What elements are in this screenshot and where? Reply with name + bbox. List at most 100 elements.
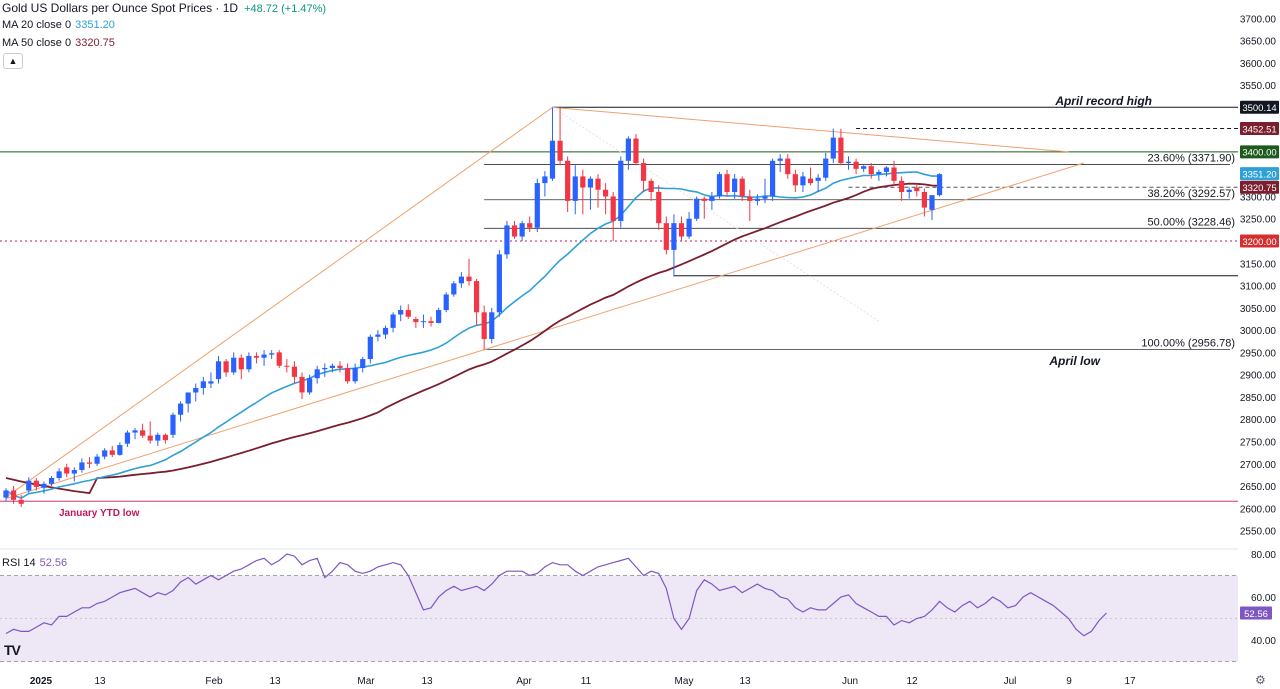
candle[interactable] — [132, 428, 138, 440]
candle[interactable] — [170, 412, 176, 438]
candle[interactable] — [868, 163, 874, 179]
candle[interactable] — [519, 220, 525, 241]
candle[interactable] — [845, 156, 852, 170]
rsi-current-label[interactable]: 52.56 — [1240, 606, 1272, 620]
candle[interactable] — [580, 169, 586, 215]
candle[interactable] — [883, 166, 890, 177]
candle[interactable] — [853, 158, 859, 175]
candle[interactable] — [405, 304, 411, 319]
candle[interactable] — [815, 174, 821, 192]
candle[interactable] — [891, 160, 897, 186]
candle[interactable] — [200, 376, 206, 395]
candle[interactable] — [587, 176, 594, 210]
candle[interactable] — [595, 174, 601, 208]
rsi-line[interactable] — [5, 553, 1107, 637]
candle[interactable] — [344, 363, 351, 384]
candle[interactable] — [701, 196, 707, 219]
candle[interactable] — [276, 350, 282, 368]
candle[interactable] — [352, 363, 358, 384]
candle[interactable] — [504, 220, 510, 259]
candle[interactable] — [785, 154, 791, 179]
candle[interactable] — [436, 307, 442, 324]
candle[interactable] — [117, 442, 123, 456]
candle[interactable] — [79, 458, 85, 473]
candle[interactable] — [147, 421, 153, 444]
candle[interactable] — [618, 156, 624, 228]
candle[interactable] — [716, 171, 723, 199]
tradingview-logo[interactable]: TV — [4, 642, 21, 658]
candle[interactable] — [71, 467, 77, 482]
candle[interactable] — [124, 430, 131, 447]
candle[interactable] — [458, 272, 464, 288]
candle[interactable] — [246, 352, 252, 373]
candle[interactable] — [420, 314, 427, 328]
candle[interactable] — [671, 214, 677, 277]
candle[interactable] — [208, 372, 214, 389]
candle[interactable] — [26, 477, 32, 493]
candle[interactable] — [936, 173, 943, 197]
candle[interactable] — [792, 169, 798, 192]
candle[interactable] — [398, 305, 404, 322]
candle[interactable] — [861, 165, 867, 172]
candle[interactable] — [527, 216, 533, 233]
candle[interactable] — [838, 128, 844, 166]
candle[interactable] — [511, 220, 518, 239]
candle[interactable] — [899, 176, 905, 201]
price-label[interactable]: 3452.51 — [1240, 122, 1279, 135]
candle[interactable] — [557, 107, 563, 166]
candle[interactable] — [443, 292, 449, 313]
trendline-upper[interactable] — [552, 106, 1069, 153]
gear-icon[interactable]: ⚙ — [1255, 673, 1266, 687]
candle[interactable] — [769, 158, 776, 201]
candle[interactable] — [732, 174, 738, 199]
candle[interactable] — [754, 194, 761, 206]
candle[interactable] — [572, 165, 578, 215]
candle[interactable] — [747, 189, 753, 221]
candle[interactable] — [3, 488, 9, 502]
candle[interactable] — [261, 350, 267, 366]
candle[interactable] — [762, 178, 768, 204]
candle[interactable] — [291, 361, 298, 384]
candle[interactable] — [534, 178, 540, 233]
candle[interactable] — [284, 359, 290, 373]
candle[interactable] — [876, 169, 882, 181]
candle[interactable] — [481, 305, 487, 350]
candle[interactable] — [307, 374, 313, 395]
candle[interactable] — [663, 216, 669, 255]
candle[interactable] — [223, 359, 229, 377]
legend-rsi[interactable]: RSI 14 52.56 — [2, 557, 67, 569]
price-label[interactable]: 3400.00 — [1240, 145, 1279, 159]
candle[interactable] — [640, 158, 647, 192]
candle[interactable] — [724, 169, 730, 197]
candle[interactable] — [451, 281, 457, 297]
candle[interactable] — [633, 134, 639, 166]
candle[interactable] — [86, 457, 93, 469]
candle[interactable] — [473, 278, 480, 326]
trendline-left[interactable] — [5, 106, 553, 498]
candle[interactable] — [496, 249, 502, 317]
candle[interactable] — [193, 383, 199, 402]
candle[interactable] — [367, 334, 373, 364]
price-label[interactable]: 3200.00 — [1240, 234, 1279, 248]
candle[interactable] — [94, 453, 100, 466]
candle[interactable] — [678, 216, 685, 241]
candle[interactable] — [162, 433, 168, 444]
candle[interactable] — [64, 463, 70, 478]
candle[interactable] — [549, 107, 556, 181]
candle[interactable] — [830, 128, 836, 164]
price-label[interactable]: 3351.20 — [1240, 167, 1279, 180]
candle[interactable] — [41, 481, 47, 494]
candle[interactable] — [800, 171, 806, 192]
candle[interactable] — [269, 350, 275, 360]
candle[interactable] — [314, 365, 320, 384]
candle[interactable] — [489, 307, 495, 344]
candle[interactable] — [739, 176, 745, 201]
candle[interactable] — [10, 486, 17, 504]
candle[interactable] — [48, 476, 55, 487]
candle[interactable] — [375, 330, 381, 342]
candle[interactable] — [102, 448, 108, 460]
chevron-up-icon[interactable]: ▲ — [3, 53, 23, 69]
candle[interactable] — [155, 432, 161, 446]
candle[interactable] — [382, 325, 389, 340]
